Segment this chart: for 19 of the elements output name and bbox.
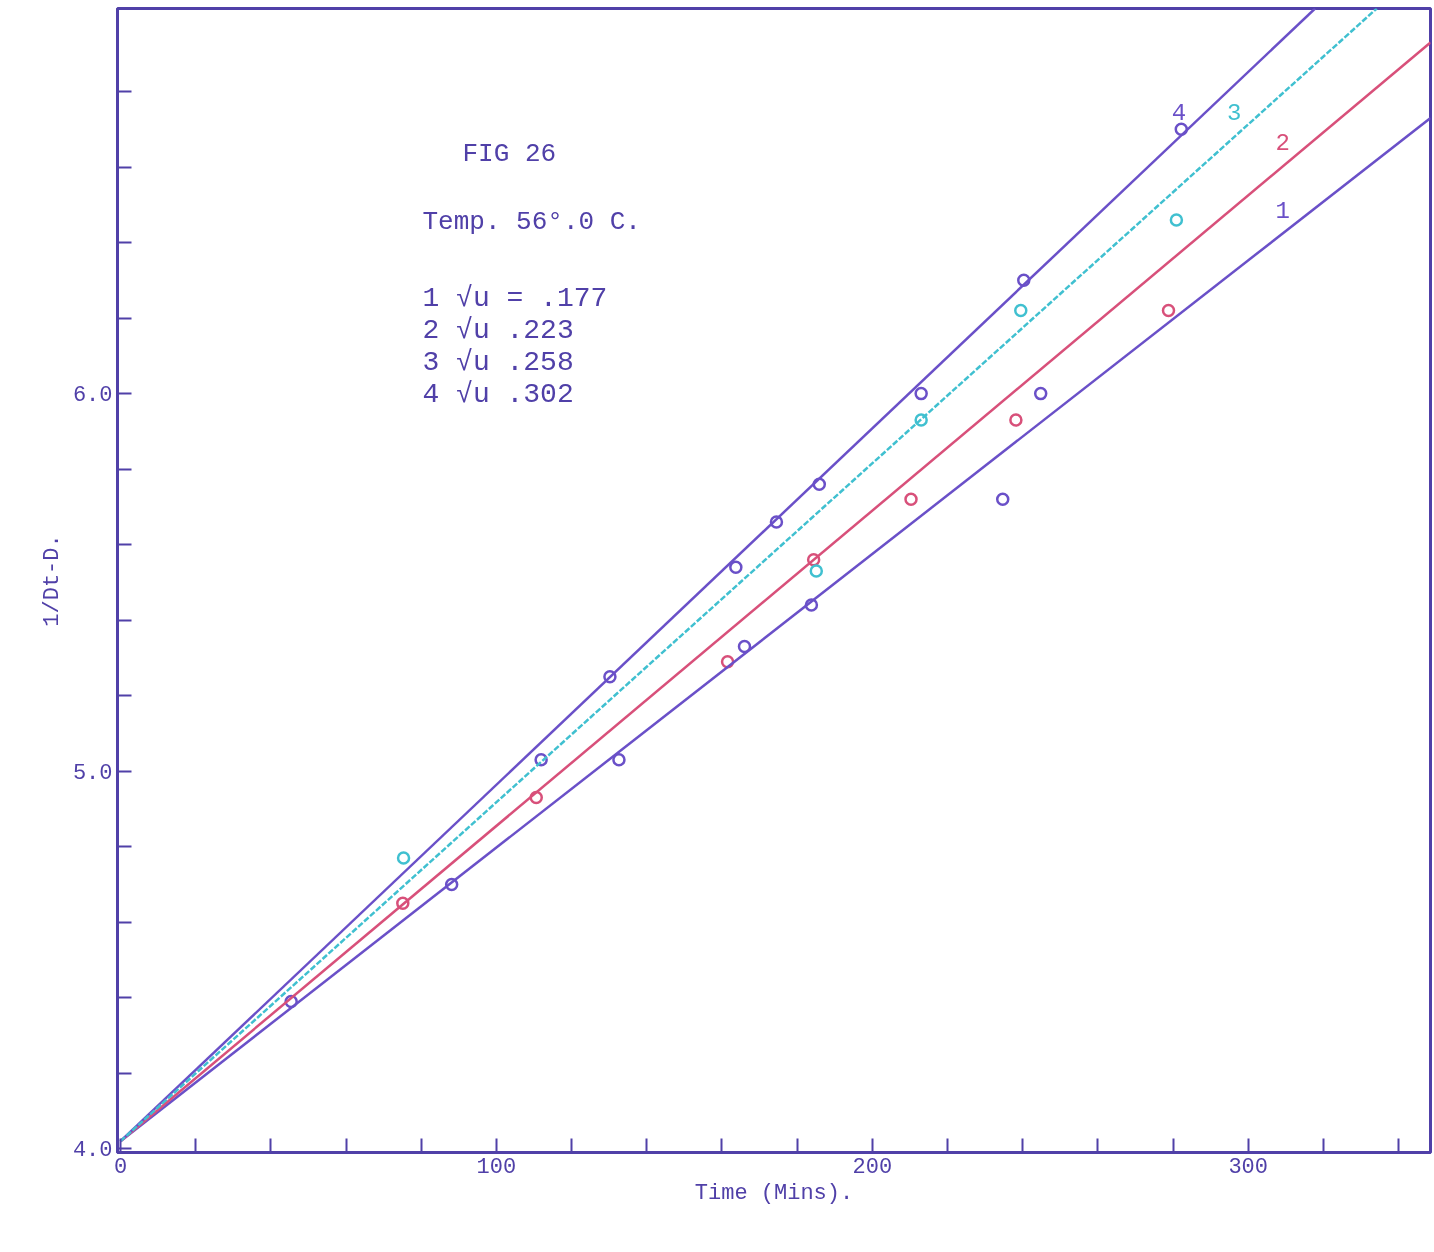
x-axis-title: Time (Mins).	[694, 1180, 854, 1206]
series-label: 3	[1227, 99, 1242, 127]
x-tick-label: 200	[852, 1154, 893, 1180]
y-tick-label: 6.0	[72, 383, 113, 409]
y-axis-title: 1/Dt-D.	[39, 534, 65, 627]
annotation: 2 √u .223	[422, 314, 574, 346]
annotation: 4 √u .302	[422, 378, 574, 410]
series-label: 4	[1171, 99, 1187, 127]
x-tick-label: 0	[113, 1154, 128, 1180]
y-tick-label: 5.0	[72, 760, 113, 786]
text: FIG 26	[462, 138, 557, 169]
x-tick-label: 300	[1228, 1154, 1268, 1180]
x-tick-label: 100	[476, 1154, 517, 1180]
annotation: 1 √u = .177	[422, 282, 608, 314]
series-label: 1	[1275, 198, 1290, 226]
y-tick-label: 4.0	[72, 1138, 113, 1164]
text: Temp. 56°.0 C.	[422, 206, 641, 237]
annotation: 3 √u .258	[422, 346, 574, 378]
series-label: 2	[1275, 130, 1290, 158]
